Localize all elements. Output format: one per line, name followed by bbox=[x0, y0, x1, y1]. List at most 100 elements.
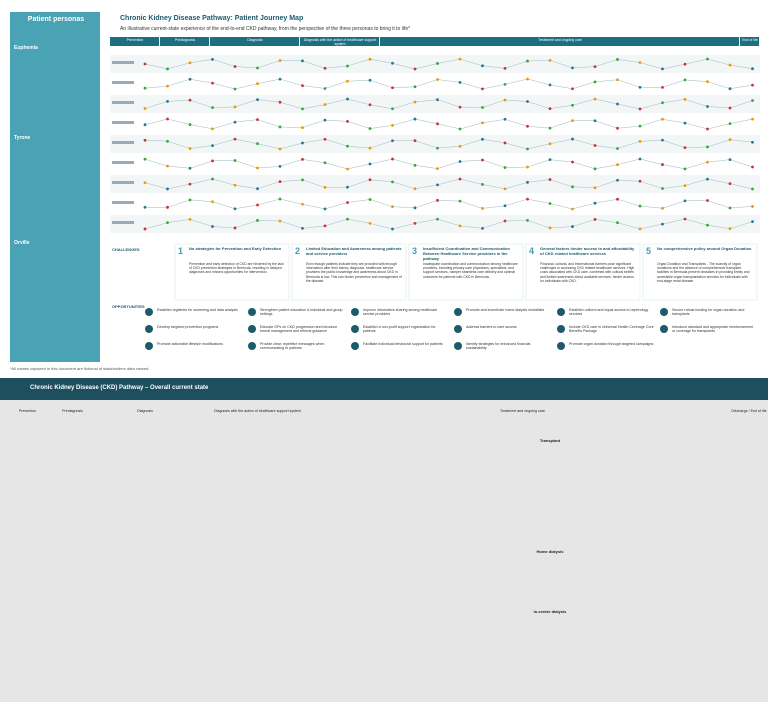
touchpoint bbox=[323, 118, 327, 122]
touchpoint bbox=[661, 206, 664, 210]
touchpoint bbox=[143, 181, 147, 185]
touchpoint bbox=[323, 103, 327, 106]
cs-phase-label: Treatment and ongoing care bbox=[499, 409, 546, 413]
touchpoint bbox=[211, 57, 214, 61]
touchpoint bbox=[706, 223, 709, 227]
touchpoint bbox=[143, 138, 147, 142]
phase-label: Prevention bbox=[126, 38, 144, 42]
touchpoint bbox=[616, 163, 619, 167]
touchpoint bbox=[706, 145, 709, 149]
touchpoint bbox=[503, 187, 507, 191]
phase-cell bbox=[160, 37, 209, 46]
touchpoint bbox=[188, 61, 192, 65]
lane bbox=[110, 115, 760, 133]
opportunity-icon bbox=[454, 325, 462, 333]
touchpoint bbox=[391, 180, 394, 184]
touchpoint bbox=[166, 205, 169, 209]
touchpoint bbox=[526, 124, 529, 128]
touchpoint bbox=[548, 142, 552, 146]
cs-phase-label: Prevention bbox=[18, 409, 37, 413]
touchpoint bbox=[706, 160, 709, 164]
touchpoint bbox=[301, 202, 304, 206]
touchpoint bbox=[233, 105, 237, 109]
touchpoint bbox=[346, 201, 349, 204]
touchpoint bbox=[751, 117, 754, 121]
footnote: *All names captured in this document are… bbox=[10, 366, 150, 371]
touchpoint bbox=[638, 179, 642, 183]
touchpoint bbox=[278, 147, 282, 151]
lane bbox=[110, 75, 760, 93]
phase-label: Diagnosis bbox=[247, 38, 263, 42]
touchpoint bbox=[436, 198, 439, 202]
lane-line bbox=[144, 78, 753, 90]
touchpoint bbox=[368, 103, 372, 107]
touchpoint bbox=[481, 226, 484, 230]
phase-cell bbox=[380, 37, 739, 46]
opportunity-text: Identify strategies for enhanced financi… bbox=[466, 342, 531, 351]
cs-phase-label: Discharge / End of life bbox=[731, 409, 767, 413]
touchpoint bbox=[211, 225, 214, 228]
touchpoint bbox=[436, 98, 439, 102]
lane-label-stub bbox=[112, 201, 134, 204]
touchpoint bbox=[278, 165, 282, 168]
touchpoint bbox=[346, 144, 349, 148]
lane-label-stub bbox=[112, 161, 134, 164]
touchpoint bbox=[413, 206, 417, 210]
touchpoint bbox=[661, 163, 664, 166]
challenge-number: 1 bbox=[178, 246, 184, 256]
touchpoint bbox=[346, 97, 349, 101]
lane-line bbox=[144, 138, 753, 150]
opportunity-text: Develop targeted prevention programs bbox=[157, 325, 219, 329]
touchpoint bbox=[413, 85, 417, 89]
touchpoint bbox=[278, 100, 282, 104]
touchpoint bbox=[413, 67, 417, 71]
touchpoint bbox=[368, 178, 372, 182]
touchpoint bbox=[233, 87, 237, 91]
touchpoint bbox=[526, 165, 529, 169]
title: Chronic Kidney Disease Pathway: Patient … bbox=[120, 15, 304, 22]
touchpoint bbox=[481, 183, 484, 186]
touchpoint bbox=[323, 66, 327, 70]
lane-label-stub bbox=[112, 61, 134, 64]
touchpoint bbox=[301, 178, 304, 182]
challenges-label: CHALLENGES bbox=[112, 247, 140, 252]
touchpoint bbox=[706, 105, 709, 108]
touchpoint bbox=[301, 157, 304, 161]
challenge-text: Organ Donation and Transplants - The sca… bbox=[657, 262, 750, 283]
touchpoint bbox=[368, 198, 372, 201]
touchpoint bbox=[188, 198, 192, 202]
touchpoint bbox=[683, 217, 687, 221]
opportunity-text: Promote actionable lifestyle modificatio… bbox=[157, 342, 223, 346]
touchpoint bbox=[571, 87, 574, 91]
touchpoint bbox=[751, 140, 754, 144]
challenge-box bbox=[408, 243, 524, 301]
touchpoint bbox=[571, 137, 574, 141]
touchpoint bbox=[233, 183, 237, 187]
touchpoint bbox=[346, 167, 349, 171]
challenge-number: 3 bbox=[412, 246, 418, 256]
touchpoint bbox=[166, 164, 169, 168]
phase-cell bbox=[740, 37, 759, 46]
opportunity-icon bbox=[557, 308, 565, 316]
opportunity-text: Introduce standard and appropriate reimb… bbox=[672, 325, 754, 334]
current-state-panel bbox=[0, 378, 768, 702]
lane-line bbox=[144, 118, 753, 130]
touchpoint bbox=[413, 163, 417, 167]
subtitle: An illustrative current-state experience… bbox=[120, 26, 411, 32]
touchpoint bbox=[346, 185, 349, 189]
touchpoint bbox=[391, 157, 394, 161]
touchpoint bbox=[706, 199, 709, 202]
touchpoint bbox=[143, 62, 147, 66]
touchpoint bbox=[211, 81, 214, 85]
touchpoint bbox=[458, 224, 462, 228]
lane-line bbox=[144, 218, 753, 230]
touchpoint bbox=[323, 161, 327, 165]
touchpoint bbox=[751, 99, 754, 102]
touchpoint bbox=[571, 66, 574, 70]
touchpoint bbox=[458, 80, 462, 84]
touchpoint bbox=[593, 167, 597, 171]
opportunity-text: Improve information sharing among health… bbox=[363, 308, 438, 317]
touchpoint bbox=[391, 86, 394, 90]
touchpoint bbox=[211, 200, 214, 204]
touchpoint bbox=[526, 100, 529, 103]
